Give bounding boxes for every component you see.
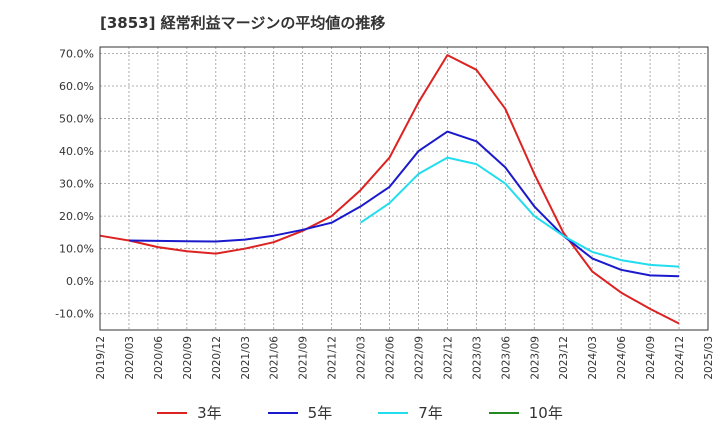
x-tick-label: 2021/06 xyxy=(269,336,281,380)
legend-item-3y: 3年 xyxy=(157,402,222,423)
x-tick-label: 2022/03 xyxy=(356,336,368,380)
x-tick-label: 2024/09 xyxy=(645,336,657,380)
x-tick-label: 2023/09 xyxy=(529,336,541,380)
legend-label: 10年 xyxy=(528,404,563,422)
series-lines xyxy=(99,54,680,325)
y-tick-label: 0.0% xyxy=(66,275,94,288)
y-tick-label: 60.0% xyxy=(59,80,94,93)
legend-label: 3年 xyxy=(197,404,222,422)
legend-item-10y: 10年 xyxy=(488,402,563,423)
x-tick-label: 2021/12 xyxy=(327,336,339,380)
x-tick-label: 2021/03 xyxy=(240,336,252,380)
x-tick-label: 2025/03 xyxy=(703,336,715,380)
x-tick-label: 2022/06 xyxy=(385,336,397,380)
x-tick-label: 2024/12 xyxy=(674,336,686,380)
x-tick-label: 2024/06 xyxy=(616,336,628,380)
x-tick-label: 2023/03 xyxy=(471,336,483,380)
x-tick-label: 2022/12 xyxy=(442,336,454,380)
series-line-2 xyxy=(360,156,680,268)
legend-item-5y: 5年 xyxy=(267,402,333,423)
x-tick-label: 2021/09 xyxy=(298,336,310,380)
y-tick-label: 40.0% xyxy=(59,145,94,158)
series-line-0 xyxy=(99,54,680,325)
legend-swatch xyxy=(488,411,519,414)
legend-item-7y: 7年 xyxy=(378,402,443,423)
x-tick-label: 2020/03 xyxy=(124,336,136,380)
y-axis-ticks: -10.0% 0.0% 10.0% 20.0% 30.0% 40.0% 50.0% 60.0%… xyxy=(55,48,94,321)
x-tick-label: 2023/12 xyxy=(558,336,570,380)
x-tick-label: 2024/03 xyxy=(587,336,599,380)
x-tick-label: 2019/12 xyxy=(95,336,107,380)
plot-frame xyxy=(99,46,709,331)
y-tick-label: -10.0% xyxy=(55,308,94,321)
legend-swatch xyxy=(157,411,188,414)
x-tick-label: 2022/09 xyxy=(413,336,425,380)
y-tick-label: 10.0% xyxy=(59,243,94,256)
chart-title: [3853] 経常利益マージンの平均値の推移 xyxy=(100,14,386,32)
x-tick-label: 2020/12 xyxy=(211,336,223,380)
legend-swatch xyxy=(378,411,409,414)
x-tick-label: 2023/06 xyxy=(500,336,512,380)
legend-label: 7年 xyxy=(418,404,443,422)
legend-label: 5年 xyxy=(307,404,333,422)
y-tick-label: 50.0% xyxy=(59,113,94,126)
legend: 3年 5年 7年 10年 xyxy=(0,402,720,423)
x-tick-label: 2020/06 xyxy=(153,336,165,380)
y-tick-label: 70.0% xyxy=(59,48,94,61)
y-tick-label: 30.0% xyxy=(59,178,94,191)
y-tick-label: 20.0% xyxy=(59,210,94,223)
grid xyxy=(99,47,709,330)
x-axis-ticks: 2019/12 2020/03 2020/06 2020/09 2020/12 2021/… xyxy=(95,336,715,380)
x-tick-label: 2020/09 xyxy=(182,336,194,380)
series-line-1 xyxy=(128,130,680,278)
legend-swatch xyxy=(267,411,298,414)
